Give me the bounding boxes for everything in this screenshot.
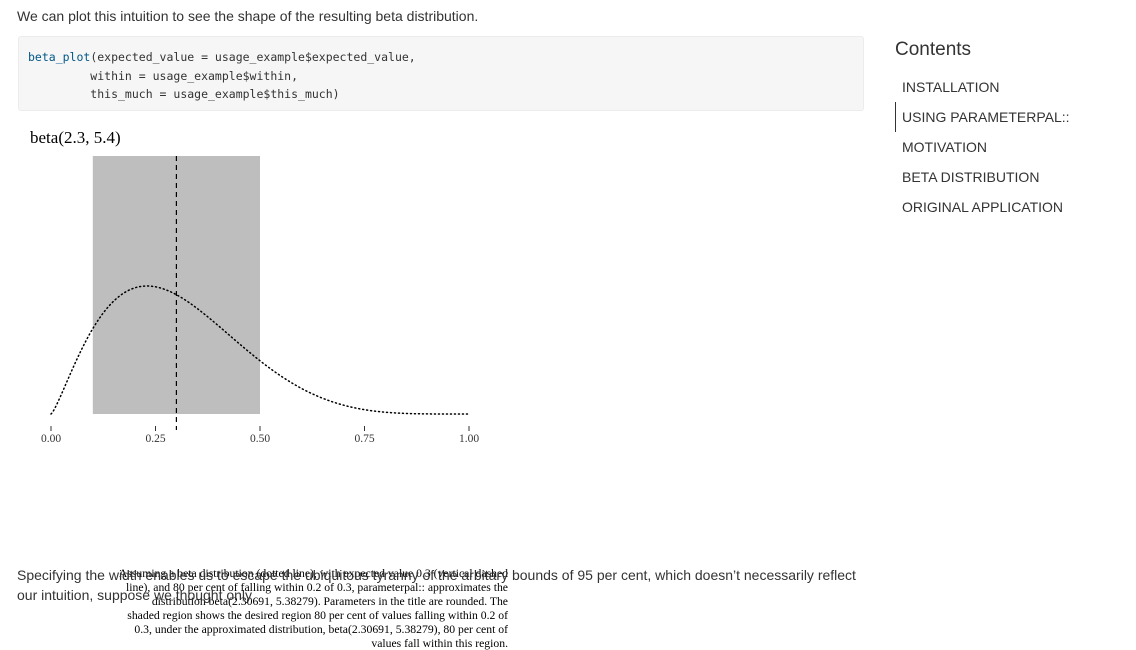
table-of-contents: Contents INSTALLATION USING PARAMETERPAL… — [895, 38, 1125, 222]
toc-title: Contents — [895, 39, 972, 60]
toc-item-installation[interactable]: INSTALLATION — [902, 79, 1000, 95]
code-function-name: beta_plot — [28, 50, 91, 64]
outro-paragraph: Specifying the width enables us to escap… — [17, 567, 856, 603]
beta-plot: beta(2.3, 5.4) 0.00 0.25 0.50 0.75 1.00 Assu… — [18, 118, 538, 650]
toc-item-motivation[interactable]: MOTIVATION — [902, 139, 988, 155]
code-line-2: within = usage_example$within, — [28, 68, 299, 83]
code-line-1: beta_plot(expected_value = usage_example… — [28, 48, 863, 67]
x-tick-label: 1.00 — [459, 433, 479, 445]
toc-item-beta-distribution[interactable]: BETA DISTRIBUTION — [902, 169, 1040, 185]
x-tick-label: 0.25 — [145, 433, 165, 445]
x-axis: 0.00 0.25 0.50 0.75 1.00 — [41, 426, 479, 445]
x-tick-label: 0.00 — [41, 433, 61, 445]
beta-density-curve — [50, 285, 470, 415]
intro-paragraph: We can plot this intuition to see the sh… — [17, 8, 479, 24]
toc-item-using-parameterpal[interactable]: USING PARAMETERPAL:: — [895, 102, 1125, 132]
x-tick-label: 0.50 — [250, 433, 270, 445]
code-line-3: this_much = usage_example$this_much) — [28, 87, 340, 101]
plot-title: beta(2.3, 5.4) — [30, 128, 121, 147]
code-line-1-args: (expected_value = usage_example$expected… — [90, 50, 416, 64]
toc-list: INSTALLATION USING PARAMETERPAL:: MOTIVA… — [895, 72, 1125, 222]
beta-plot-svg: beta(2.3, 5.4) 0.00 0.25 0.50 0.75 1.00 — [30, 128, 479, 445]
code-block[interactable]: beta_plot(expected_value = usage_example… — [18, 36, 864, 111]
toc-item-original-application[interactable]: ORIGINAL APPLICATION — [902, 199, 1064, 215]
x-tick-label: 0.75 — [354, 433, 374, 445]
